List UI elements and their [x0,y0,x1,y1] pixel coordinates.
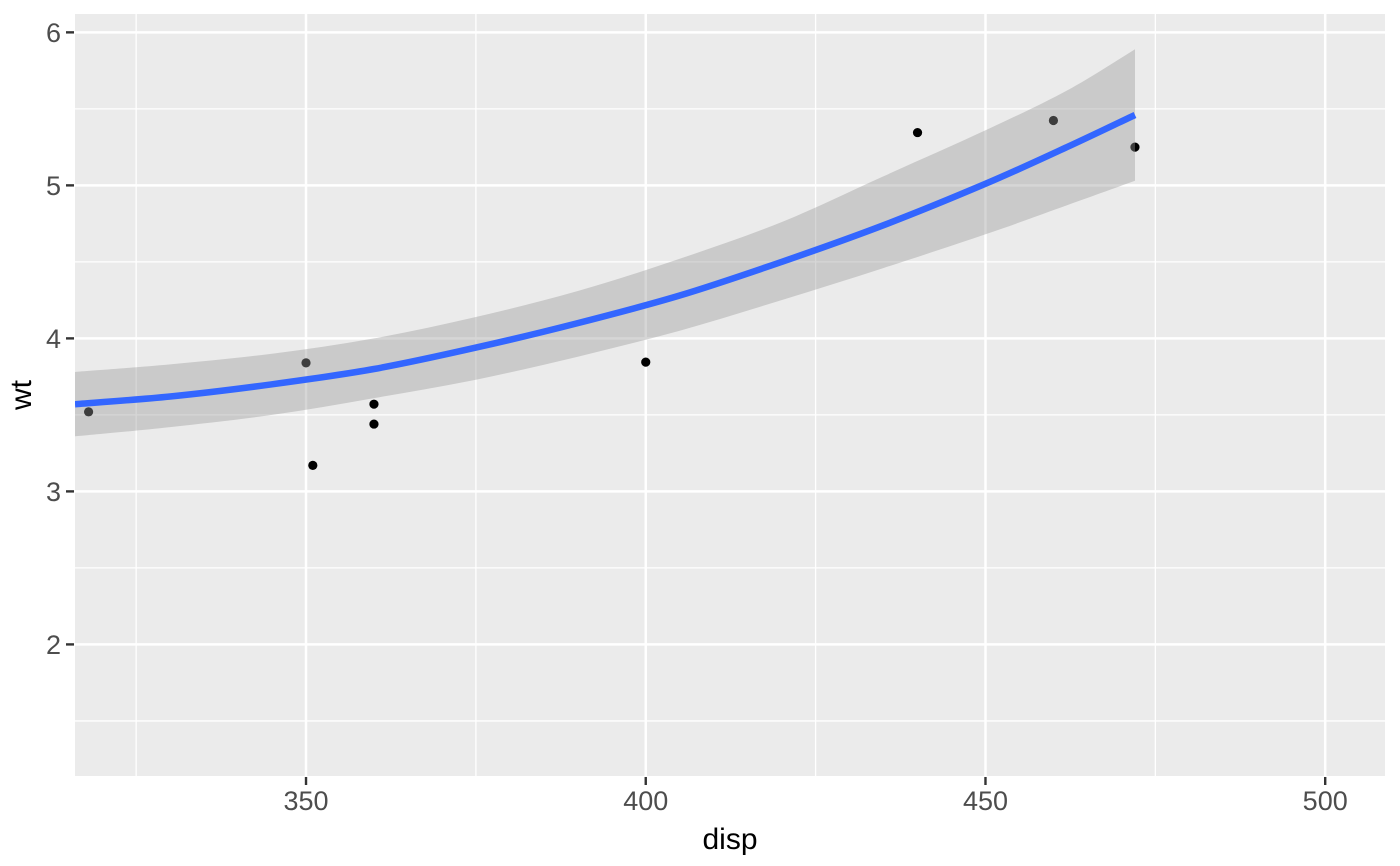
major-gridlines [75,14,1385,776]
x-axis-tick-marks [304,777,1327,785]
y-tick-label: 2 [46,630,61,660]
x-tick-label: 450 [963,786,1008,816]
data-point [301,358,311,368]
y-tick-label: 3 [46,477,61,507]
scatter-points [83,115,1140,470]
data-point [641,357,651,367]
x-tick-label: 500 [1303,786,1348,816]
y-tick-label: 6 [46,18,61,48]
y-axis-tick-marks [66,31,74,646]
y-tick-label: 5 [46,171,61,201]
x-axis-tick-labels: 350 400 450 500 [283,786,1347,816]
smooth-line [75,112,1137,408]
x-tick-label: 400 [623,786,668,816]
y-axis-tick-labels: 2 3 4 5 6 [46,18,61,660]
y-axis-title: wt [5,379,38,411]
data-point [369,419,379,429]
data-point [1130,142,1140,152]
plot-panel [75,14,1385,776]
data-point [369,399,379,409]
minor-gridlines [75,14,1385,776]
y-tick-label: 4 [46,324,61,354]
x-axis-title: disp [702,823,757,856]
data-point [1048,115,1059,126]
data-point [83,407,94,417]
data-point [308,460,318,470]
x-tick-label: 350 [283,786,328,816]
data-point [912,127,923,138]
